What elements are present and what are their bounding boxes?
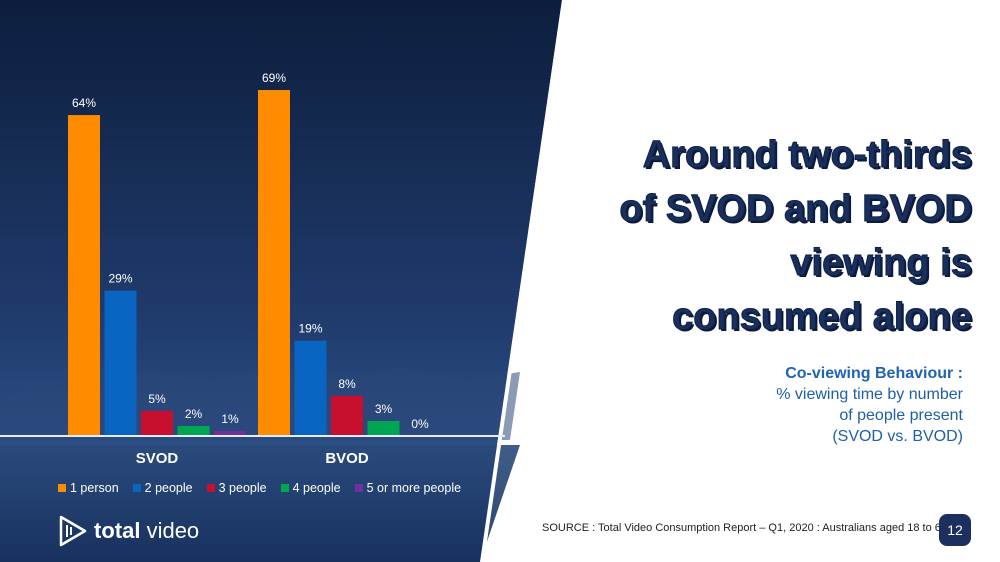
data-label: 5% — [148, 392, 166, 406]
subtitle-line: % viewing time by number — [776, 386, 963, 403]
legend-swatch — [206, 484, 215, 492]
data-label: 0% — [411, 417, 429, 431]
chart-subtitle: Co-viewing Behaviour : % viewing time by… — [663, 363, 963, 447]
category-label: BVOD — [325, 450, 369, 467]
data-label: 3% — [375, 402, 393, 416]
legend-item: 3 people — [206, 481, 267, 495]
legend-swatch — [132, 484, 141, 492]
logo-text-bold: total — [94, 518, 141, 543]
subtitle-line: of people present — [839, 407, 963, 424]
page-number-badge: 12 — [939, 514, 971, 546]
legend-item: 1 person — [58, 481, 119, 495]
legend-label: 4 people — [292, 481, 341, 495]
bar-svod-2 — [104, 290, 137, 436]
subtitle-heading: Co-viewing Behaviour : — [785, 365, 963, 382]
subtitle-line: (SVOD vs. BVOD) — [832, 428, 963, 445]
data-label: 8% — [338, 377, 356, 391]
page-number: 12 — [947, 522, 963, 538]
data-label: 29% — [108, 272, 132, 286]
bar-bvod-2 — [294, 340, 327, 436]
bar-svod-4 — [177, 425, 210, 436]
logo-text-regular: video — [140, 518, 200, 543]
category-label: SVOD — [136, 450, 179, 467]
data-label: 2% — [185, 407, 203, 421]
legend-label: 5 or more people — [366, 481, 462, 495]
source-note: SOURCE : Total Video Consumption Report … — [542, 522, 951, 534]
legend-swatch — [354, 484, 363, 492]
bar-bvod-3 — [331, 395, 363, 436]
legend-item: 4 people — [280, 481, 341, 495]
bar-bvod-1 — [258, 90, 290, 436]
total-video-logo: total video — [58, 514, 199, 548]
legend-label: 1 person — [70, 481, 119, 495]
bar-svod-1 — [68, 115, 100, 436]
headline-line: viewing is — [790, 242, 973, 285]
data-label: 64% — [72, 96, 96, 110]
headline-line: Around two-thirds — [642, 134, 972, 177]
bar-svod-3 — [141, 410, 173, 436]
logo-text: total video — [94, 518, 199, 544]
play-arrow-icon — [59, 515, 87, 547]
legend-item: 2 people — [132, 481, 193, 495]
legend-swatch — [280, 484, 289, 492]
legend-item: 5 or more people — [354, 481, 462, 495]
bar-chart: 64% 29% 5% 2% 1% 69% 19% 8% 3% 0% SVOD BVOD — [0, 71, 505, 467]
headline-line: of SVOD and BVOD — [619, 188, 973, 231]
data-label: 69% — [262, 71, 286, 85]
legend-label: 2 people — [144, 481, 193, 495]
bar-bvod-4 — [367, 420, 400, 436]
data-label: 1% — [221, 412, 239, 426]
legend-swatch — [58, 484, 66, 492]
legend-label: 3 people — [218, 481, 267, 495]
headline: Around two-thirds of SVOD and BVOD viewi… — [552, 128, 973, 344]
chart-legend: 1 person 2 people 3 people 4 people 5 or mor… — [58, 481, 461, 495]
data-label: 19% — [298, 322, 322, 336]
bar-svod-5 — [214, 430, 246, 436]
headline-line: consumed alone — [672, 296, 973, 339]
